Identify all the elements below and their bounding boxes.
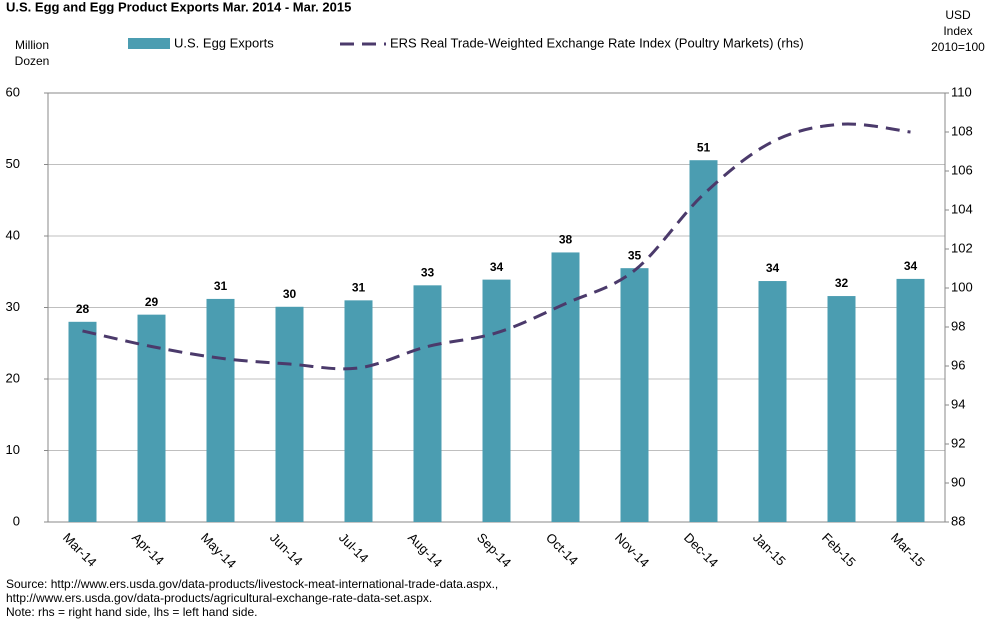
data-label: 35 xyxy=(628,248,642,262)
data-label: 38 xyxy=(559,233,573,247)
legend-label: ERS Real Trade-Weighted Exchange Rate In… xyxy=(390,35,804,50)
y2-tick-label: 100 xyxy=(951,279,973,294)
bar xyxy=(344,300,373,522)
y2-axis-label: 2010=100 xyxy=(931,40,985,54)
chart-title: U.S. Egg and Egg Product Exports Mar. 20… xyxy=(6,0,351,14)
y2-tick-label: 90 xyxy=(951,474,965,489)
y2-tick-label: 108 xyxy=(951,123,973,138)
data-label: 51 xyxy=(697,140,711,154)
x-tick-label: Oct-14 xyxy=(543,530,581,568)
line xyxy=(82,122,911,371)
y2-tick-label: 110 xyxy=(951,84,972,99)
y2-axis-label: Index xyxy=(943,24,972,38)
data-label: 34 xyxy=(490,260,504,274)
y2-tick-label: 88 xyxy=(951,513,965,528)
note: Note: rhs = right hand side, lhs = left … xyxy=(6,605,257,619)
bar xyxy=(758,281,787,522)
x-tick-label: Dec-14 xyxy=(681,530,721,570)
y2-tick-label: 102 xyxy=(951,240,973,255)
y-tick-label: 50 xyxy=(6,156,20,171)
x-tick-label: Feb-15 xyxy=(819,530,859,570)
bar xyxy=(620,268,649,522)
y2-tick-label: 106 xyxy=(951,162,973,177)
y2-tick-label: 98 xyxy=(951,318,965,333)
bar xyxy=(551,252,580,522)
y2-tick-label: 96 xyxy=(951,357,965,372)
bar xyxy=(137,314,166,522)
y2-axis-label: USD xyxy=(945,8,971,22)
y-tick-label: 0 xyxy=(13,513,20,528)
x-tick-label: Jan-15 xyxy=(750,530,789,569)
bar xyxy=(896,278,925,522)
bar xyxy=(68,321,97,522)
y2-tick-label: 94 xyxy=(951,396,965,411)
x-tick-label: Nov-14 xyxy=(612,530,652,570)
bar xyxy=(482,279,511,522)
y2-tick-label: 104 xyxy=(951,201,973,216)
x-tick-label: Apr-14 xyxy=(129,530,167,568)
x-tick-label: Jul-14 xyxy=(336,530,372,566)
data-label: 33 xyxy=(421,266,435,280)
data-label: 29 xyxy=(145,295,159,309)
x-tick-label: Mar-15 xyxy=(888,530,928,570)
y-tick-label: 40 xyxy=(6,227,20,242)
legend-label: U.S. Egg Exports xyxy=(174,35,274,50)
x-tick-label: Aug-14 xyxy=(405,530,445,570)
x-tick-label: Jun-14 xyxy=(267,530,306,569)
y-tick-label: 10 xyxy=(6,442,20,457)
data-label: 31 xyxy=(352,281,366,295)
legend-swatch xyxy=(128,38,170,49)
x-tick-label: Sep-14 xyxy=(474,530,514,570)
x-tick-label: May-14 xyxy=(198,530,239,571)
data-label: 34 xyxy=(904,259,918,273)
y-axis-label: Million xyxy=(15,38,49,52)
bar xyxy=(275,306,304,522)
x-tick-label: Mar-14 xyxy=(60,530,100,570)
data-label: 31 xyxy=(214,279,228,293)
y-tick-label: 30 xyxy=(6,299,20,314)
y-tick-label: 60 xyxy=(6,84,20,99)
bar xyxy=(827,296,856,522)
data-label: 32 xyxy=(835,276,849,290)
bar xyxy=(206,298,235,522)
y2-tick-label: 92 xyxy=(951,435,965,450)
data-label: 30 xyxy=(283,287,297,301)
note: http://www.ers.usda.gov/data-products/ag… xyxy=(6,591,432,605)
data-label: 28 xyxy=(76,302,90,316)
bar xyxy=(413,285,442,522)
data-label: 34 xyxy=(766,261,780,275)
note: Source: http://www.ers.usda.gov/data-pro… xyxy=(6,577,498,591)
y-tick-label: 20 xyxy=(6,370,20,385)
bar xyxy=(689,160,718,522)
y-axis-label: Dozen xyxy=(15,54,50,68)
